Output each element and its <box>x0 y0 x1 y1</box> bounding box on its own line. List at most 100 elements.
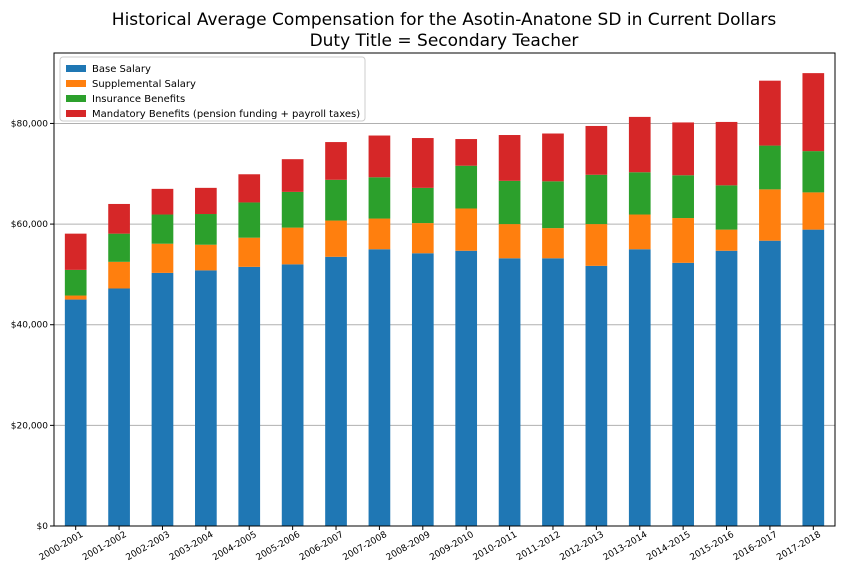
bar-segment-series-0 <box>151 272 174 526</box>
y-tick-label: $40,000 <box>11 321 48 331</box>
bar-segment-series-3 <box>715 121 738 186</box>
y-tick-label: $20,000 <box>11 421 48 431</box>
bar-segment-series-0 <box>238 266 261 526</box>
bar-segment-series-1 <box>281 227 304 265</box>
bar-segment-series-3 <box>325 142 347 180</box>
bar-segment-series-3 <box>281 159 304 192</box>
bar-segment-series-3 <box>238 174 261 203</box>
y-axis: $0 $20,000 $40,000 $60,000 $80,000 <box>11 119 54 532</box>
bar-segment-series-0 <box>411 253 434 527</box>
bar-segment-series-1 <box>585 224 608 266</box>
bar-segment-series-3 <box>411 138 434 188</box>
bar-segment-series-1 <box>715 229 738 251</box>
bar-segment-series-0 <box>281 264 304 526</box>
bar-segment-series-0 <box>195 270 217 526</box>
chart-title: Historical Average Compensation for the … <box>112 10 777 30</box>
x-tick-label: 2003-2004 <box>168 530 216 563</box>
bar-segment-series-0 <box>325 256 347 526</box>
bar-segment-series-1 <box>108 261 130 289</box>
bar-segment-series-3 <box>542 133 564 182</box>
bar-segment-series-2 <box>64 269 87 296</box>
bar-segment-series-3 <box>802 73 825 152</box>
y-tick-label: $80,000 <box>11 119 48 129</box>
legend-label: Mandatory Benefits (pension funding + pa… <box>92 109 360 120</box>
bar-segment-series-3 <box>108 203 130 234</box>
bar-segment-series-2 <box>498 180 521 225</box>
bar-segment-series-2 <box>715 185 738 230</box>
bar-segment-series-1 <box>411 223 434 254</box>
bar-segment-series-0 <box>628 249 651 526</box>
legend-label: Supplemental Salary <box>92 79 196 90</box>
bar-segment-series-2 <box>368 177 391 219</box>
bar-segment-series-1 <box>759 189 781 241</box>
bar-segment-series-3 <box>195 187 217 215</box>
bar-segment-series-3 <box>672 122 694 176</box>
x-tick-label: 2009-2010 <box>428 530 476 563</box>
bar-segment-series-2 <box>759 145 781 190</box>
x-axis: 2000-20012001-20022002-20032003-20042004… <box>38 526 823 563</box>
bar-segment-series-1 <box>368 218 391 250</box>
bar-segment-series-1 <box>455 208 478 251</box>
bar-segment-series-0 <box>759 240 781 526</box>
bar-segment-series-3 <box>628 116 651 173</box>
legend-label: Insurance Benefits <box>92 94 185 105</box>
bar-segment-series-2 <box>455 165 478 209</box>
bar-segment-series-0 <box>585 265 608 526</box>
x-tick-label: 2002-2003 <box>124 530 171 563</box>
bar-segment-series-3 <box>368 135 391 178</box>
bar-segment-series-2 <box>628 172 651 215</box>
bar-segment-series-2 <box>238 202 261 238</box>
bar-segment-series-2 <box>585 174 608 225</box>
x-tick-label: 2017-2018 <box>775 530 823 563</box>
legend-swatch <box>66 65 86 72</box>
bar-segment-series-0 <box>108 288 130 526</box>
bar-segment-series-3 <box>585 125 608 175</box>
x-tick-label: 2012-2013 <box>558 530 605 563</box>
x-tick-label: 2004-2005 <box>211 530 258 563</box>
legend-swatch <box>66 80 86 87</box>
plot-frame <box>53 52 836 527</box>
bar-segment-series-0 <box>542 258 564 526</box>
x-tick-label: 2014-2015 <box>645 530 692 563</box>
bar-segment-series-0 <box>368 249 391 526</box>
bar-segment-series-1 <box>64 295 87 300</box>
bar-segment-series-0 <box>64 299 87 526</box>
y-tick-label: $60,000 <box>11 220 48 230</box>
x-tick-label: 2013-2014 <box>602 530 650 563</box>
bar-segment-series-2 <box>325 179 347 221</box>
x-tick-label: 2006-2007 <box>298 530 345 563</box>
bar-segment-series-2 <box>802 151 825 193</box>
bar-segment-series-3 <box>64 233 87 270</box>
bars <box>64 73 825 527</box>
bar-segment-series-0 <box>455 250 478 526</box>
bar-segment-series-0 <box>802 229 825 526</box>
bar-segment-series-1 <box>151 243 174 273</box>
bar-segment-series-0 <box>715 250 738 526</box>
x-tick-label: 2015-2016 <box>689 530 737 563</box>
bar-segment-series-2 <box>542 181 564 229</box>
bar-segment-series-1 <box>802 192 825 230</box>
x-tick-label: 2000-2001 <box>38 530 85 563</box>
legend-label: Base Salary <box>92 64 151 75</box>
bar-segment-series-0 <box>672 262 694 526</box>
x-tick-label: 2016-2017 <box>732 530 779 563</box>
bar-segment-series-3 <box>498 135 521 181</box>
bar-segment-series-3 <box>151 188 174 215</box>
legend-swatch <box>66 110 86 117</box>
bar-segment-series-0 <box>498 258 521 526</box>
chart-subtitle: Duty Title = Secondary Teacher <box>310 31 579 51</box>
x-tick-label: 2011-2012 <box>515 530 562 563</box>
x-tick-label: 2005-2006 <box>255 530 303 563</box>
bar-segment-series-2 <box>672 175 694 219</box>
x-tick-label: 2008-2009 <box>385 530 433 563</box>
x-tick-label: 2010-2011 <box>472 530 519 563</box>
bar-segment-series-2 <box>151 214 174 244</box>
bar-segment-series-1 <box>498 224 521 259</box>
bar-segment-series-2 <box>411 187 434 224</box>
x-tick-label: 2001-2002 <box>81 530 128 563</box>
bar-segment-series-1 <box>672 218 694 263</box>
legend-box <box>59 56 366 122</box>
bar-segment-series-2 <box>108 233 130 262</box>
bar-segment-series-1 <box>238 237 261 267</box>
